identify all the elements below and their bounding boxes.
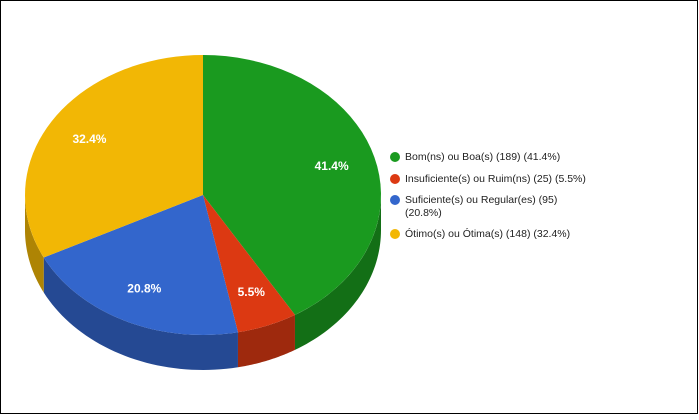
legend-item: Bom(ns) ou Boa(s) (189) (41.4%) (390, 151, 595, 164)
legend-item: Ótimo(s) ou Ótima(s) (148) (32.4%) (390, 228, 595, 241)
legend-box: Bom(ns) ou Boa(s) (189) (41.4%) Insuficie… (390, 151, 595, 241)
pie-slice (43, 195, 238, 335)
pie-slice (203, 55, 381, 315)
legend-label: Bom(ns) ou Boa(s) (189) (41.4%) (405, 151, 561, 163)
pie-side (237, 314, 295, 368)
legend-item: Suficiente(s) ou Regular(es) (95) (20.8%… (390, 194, 595, 219)
pie-sides (25, 195, 381, 370)
legend-swatch (390, 173, 400, 184)
legend-swatch (390, 152, 400, 162)
legend-label: Ótimo(s) ou Ótima(s) (148) (32.4%) (405, 228, 571, 240)
pie-slice (203, 195, 295, 333)
pie-side (294, 195, 381, 350)
legend-swatch (390, 195, 400, 205)
pie-labels: 41.4% 5.5% 20.8% 32.4% (72, 132, 349, 299)
slice-label: 41.4% (315, 159, 349, 173)
legend-item: Insuficiente(s) ou Ruim(ns) (25) (5.5%) (390, 173, 595, 186)
legend-swatch (390, 229, 400, 239)
legend-label: Insuficiente(s) ou Ruim(ns) (25) (5.5%) (405, 172, 586, 185)
pie-side (43, 257, 238, 370)
pie-slice (25, 55, 203, 258)
pie-tops (25, 55, 381, 335)
slice-label: 32.4% (72, 132, 106, 146)
slice-label: 20.8% (127, 281, 161, 295)
legend-label: Suficiente(s) ou Regular(es) (95) (20.8%… (405, 194, 558, 219)
slice-label: 5.5% (238, 285, 266, 299)
pie-side (25, 195, 44, 293)
legend: Bom(ns) ou Boa(s) (189) (41.4%) Insuficie… (390, 151, 595, 241)
